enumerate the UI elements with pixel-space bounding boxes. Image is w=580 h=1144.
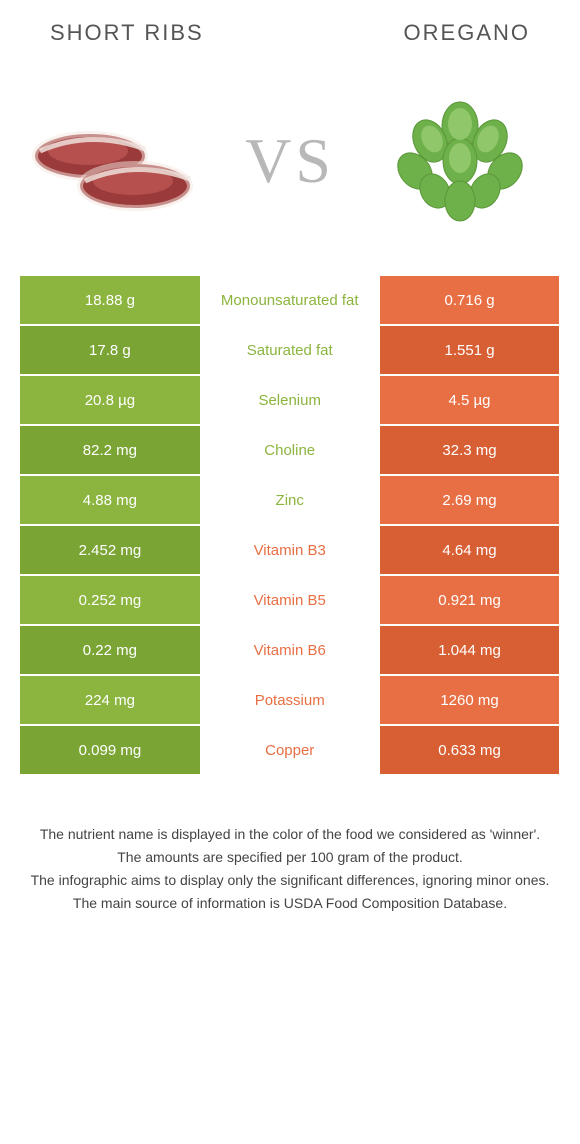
nutrient-label: Monounsaturated fat [200,276,380,324]
short-ribs-image [30,86,210,236]
left-value: 17.8 g [20,326,200,374]
nutrient-label: Saturated fat [200,326,380,374]
right-value: 0.716 g [380,276,560,324]
table-row: 18.88 gMonounsaturated fat0.716 g [20,276,560,324]
footnote-line: The main source of information is USDA F… [25,893,555,914]
nutrient-label: Zinc [200,476,380,524]
footnote-line: The infographic aims to display only the… [25,870,555,891]
left-value: 82.2 mg [20,426,200,474]
table-row: 2.452 mgVitamin B34.64 mg [20,526,560,574]
nutrient-label: Selenium [200,376,380,424]
nutrient-label: Vitamin B3 [200,526,380,574]
versus-row: VS [0,56,580,276]
footnotes: The nutrient name is displayed in the co… [25,824,555,914]
footnote-line: The nutrient name is displayed in the co… [25,824,555,845]
nutrient-label: Vitamin B5 [200,576,380,624]
table-row: 4.88 mgZinc2.69 mg [20,476,560,524]
right-value: 32.3 mg [380,426,560,474]
oregano-image [370,86,550,236]
right-value: 1260 mg [380,676,560,724]
comparison-table: 18.88 gMonounsaturated fat0.716 g17.8 gS… [20,276,560,774]
right-value: 2.69 mg [380,476,560,524]
left-value: 0.252 mg [20,576,200,624]
right-value: 4.64 mg [380,526,560,574]
nutrient-label: Copper [200,726,380,774]
table-row: 0.252 mgVitamin B50.921 mg [20,576,560,624]
right-value: 1.044 mg [380,626,560,674]
right-value: 0.921 mg [380,576,560,624]
right-value: 4.5 µg [380,376,560,424]
right-value: 1.551 g [380,326,560,374]
table-row: 20.8 µgSelenium4.5 µg [20,376,560,424]
footnote-line: The amounts are specified per 100 gram o… [25,847,555,868]
left-value: 2.452 mg [20,526,200,574]
right-value: 0.633 mg [380,726,560,774]
right-food-title: OREGANO [404,20,530,46]
left-value: 0.099 mg [20,726,200,774]
left-value: 18.88 g [20,276,200,324]
left-value: 4.88 mg [20,476,200,524]
nutrient-label: Choline [200,426,380,474]
table-row: 0.099 mgCopper0.633 mg [20,726,560,774]
left-value: 20.8 µg [20,376,200,424]
table-row: 17.8 gSaturated fat1.551 g [20,326,560,374]
left-value: 0.22 mg [20,626,200,674]
nutrient-label: Vitamin B6 [200,626,380,674]
table-row: 82.2 mgCholine32.3 mg [20,426,560,474]
nutrient-label: Potassium [200,676,380,724]
left-food-title: SHORT RIBS [50,20,204,46]
vs-label: VS [245,124,335,198]
table-row: 0.22 mgVitamin B61.044 mg [20,626,560,674]
left-value: 224 mg [20,676,200,724]
table-row: 224 mgPotassium1260 mg [20,676,560,724]
